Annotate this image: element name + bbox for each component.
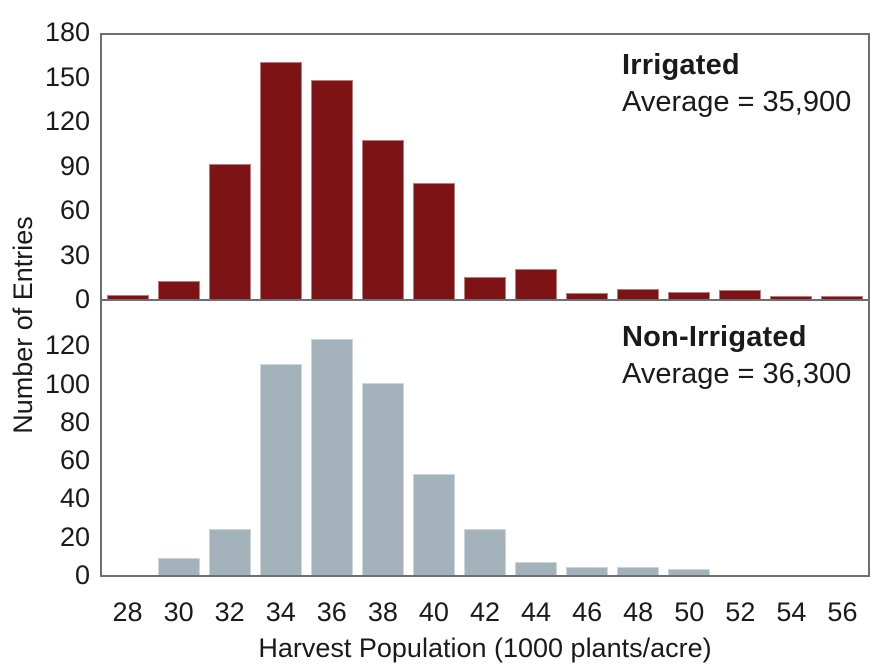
irrigated-legend-title: Irrigated bbox=[622, 49, 740, 81]
x-tick-44: 44 bbox=[521, 597, 552, 627]
non-irrigated-average-text: Average = 36,300 bbox=[622, 358, 852, 390]
x-tick-46: 46 bbox=[572, 597, 603, 627]
x-tick-38: 38 bbox=[367, 597, 398, 627]
non-irrigated-bar-44 bbox=[515, 562, 558, 575]
x-axis-label: Harvest Population (1000 plants/acre) bbox=[258, 633, 712, 663]
x-tick-30: 30 bbox=[163, 597, 194, 627]
x-tick-52: 52 bbox=[725, 597, 756, 627]
x-tick-42: 42 bbox=[469, 597, 501, 627]
x-tick-48: 48 bbox=[623, 597, 654, 627]
irrigated-bar-38 bbox=[361, 140, 404, 299]
irrigated-panel: Irrigated Average = 35,900 bbox=[100, 33, 870, 301]
non-irrigated-bar-38 bbox=[361, 383, 404, 575]
x-tick-32: 32 bbox=[214, 597, 245, 627]
irrigated-bar-36 bbox=[310, 80, 353, 299]
x-tick-28: 28 bbox=[112, 597, 143, 627]
x-tick-40: 40 bbox=[418, 597, 449, 627]
irrigated-bar-42 bbox=[464, 277, 506, 299]
non-irrigated-bar-46 bbox=[566, 567, 609, 575]
irrigated-bar-44 bbox=[515, 269, 558, 299]
irrigated-y-tick-180: 180 bbox=[44, 17, 90, 48]
irrigated-annotation: Irrigated Average = 35,900 bbox=[622, 47, 851, 121]
irrigated-bar-34 bbox=[259, 62, 302, 299]
x-tick-36: 36 bbox=[316, 597, 347, 627]
irrigated-bar-46 bbox=[566, 293, 609, 299]
irrigated-bar-40 bbox=[412, 183, 455, 299]
irrigated-bar-50 bbox=[668, 292, 711, 299]
irrigated-bar-54 bbox=[770, 296, 813, 299]
non-irrigated-bar-34 bbox=[259, 364, 302, 575]
non-irrigated-bar-30 bbox=[157, 558, 200, 575]
irrigated-bar-56 bbox=[821, 296, 864, 299]
irrigated-bar-52 bbox=[719, 290, 762, 299]
non-irrigated-bar-50 bbox=[668, 569, 711, 575]
irrigated-bar-48 bbox=[617, 289, 660, 299]
non-irrigated-bars bbox=[102, 301, 868, 575]
irrigated-average-text: Average = 35,900 bbox=[622, 86, 852, 118]
non-irrigated-annotation: Non-Irrigated Average = 36,300 bbox=[622, 319, 851, 393]
non-irrigated-bar-42 bbox=[464, 529, 506, 575]
irrigated-bar-28 bbox=[106, 295, 149, 299]
x-tick-54: 54 bbox=[776, 597, 807, 627]
x-tick-50: 50 bbox=[674, 597, 705, 627]
x-tick-34: 34 bbox=[265, 597, 296, 627]
non-irrigated-bar-40 bbox=[412, 474, 455, 575]
irrigated-bars bbox=[102, 35, 868, 299]
x-tick-56: 56 bbox=[827, 597, 858, 627]
irrigated-bar-30 bbox=[157, 281, 200, 299]
irrigated-bar-32 bbox=[208, 164, 251, 299]
non-irrigated-bar-32 bbox=[208, 529, 251, 575]
y-axis-label: Number of Entries bbox=[8, 216, 38, 434]
non-irrigated-legend-title: Non-Irrigated bbox=[622, 321, 807, 353]
non-irrigated-bar-36 bbox=[310, 339, 353, 575]
non-irrigated-bar-48 bbox=[617, 567, 660, 575]
non-irrigated-panel: Non-Irrigated Average = 36,300 bbox=[100, 301, 870, 577]
